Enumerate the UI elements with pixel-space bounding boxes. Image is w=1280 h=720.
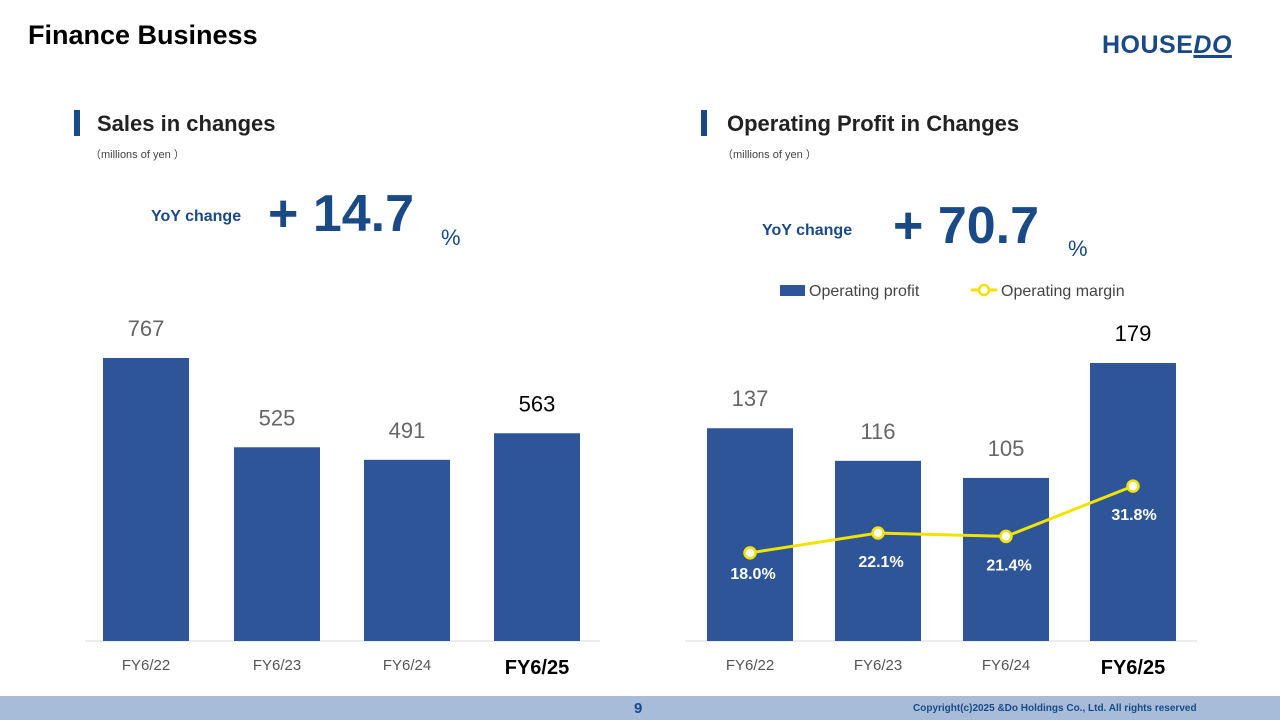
page-title: Finance Business: [28, 20, 258, 50]
sales-bar: [234, 447, 320, 641]
profit-bar: [1090, 363, 1176, 641]
profit-value-label: 179: [1115, 321, 1152, 346]
profit-category-label: FY6/23: [854, 657, 902, 674]
section-marker: [74, 110, 80, 136]
sales-value-label: 491: [389, 418, 426, 443]
legend-operating-margin: Operating margin: [1001, 283, 1125, 300]
section-marker: [701, 110, 707, 136]
page-number: 9: [634, 700, 643, 717]
profit-yoy-value: + 70.7: [893, 197, 1040, 255]
profit-unit: （millions of yen ）: [722, 149, 817, 161]
profit-value-label: 116: [860, 419, 895, 444]
margin-label: 18.0%: [730, 566, 775, 583]
sales-unit: （millions of yen ）: [90, 149, 185, 161]
sales-yoy-pct: %: [441, 225, 461, 250]
margin-label: 22.1%: [858, 554, 903, 571]
sales-category-label: FY6/23: [253, 657, 301, 674]
margin-line: [749, 484, 1134, 555]
legend-operating-profit: Operating profit: [809, 283, 920, 300]
sales-category-label: FY6/24: [383, 657, 431, 674]
sales-bar: [494, 433, 580, 641]
profit-value-label: 105: [988, 436, 1025, 461]
margin-label: 31.8%: [1111, 507, 1156, 524]
sales-category-label: FY6/25: [505, 657, 569, 679]
sales-value-label: 563: [519, 391, 556, 416]
housedo-logo: HOUSEDO: [1102, 31, 1232, 59]
profit-yoy-label: YoY change: [762, 222, 853, 239]
legend-marker: [977, 283, 991, 297]
profit-value-label: 137: [732, 386, 769, 411]
profit-category-label: FY6/24: [982, 657, 1030, 674]
sales-section-title: Sales in changes: [97, 111, 276, 136]
profit-yoy-pct: %: [1068, 236, 1088, 261]
copyright: Copyright(c)2025 &Do Holdings Co., Ltd. …: [913, 703, 1197, 714]
profit-category-label: FY6/22: [726, 657, 774, 674]
margin-point: [871, 526, 885, 540]
profit-section-title: Operating Profit in Changes: [727, 111, 1020, 136]
margin-point: [999, 529, 1013, 544]
profit-bar: [707, 428, 793, 641]
margin-point: [1126, 479, 1140, 493]
profit-bar: [835, 460, 921, 641]
sales-bar: [364, 459, 450, 641]
sales-value-label: 767: [128, 316, 165, 341]
sales-yoy-label: YoY change: [151, 208, 242, 225]
sales-category-label: FY6/22: [122, 657, 170, 674]
legend-swatch-operating-profit: [780, 285, 805, 296]
footer-bar: [0, 696, 1280, 720]
sales-yoy-value: + 14.7: [268, 185, 415, 243]
margin-label: 21.4%: [986, 557, 1031, 574]
sales-value-label: 525: [259, 405, 296, 430]
profit-bar: [963, 477, 1049, 641]
margin-point: [743, 546, 757, 560]
sales-bar: [103, 357, 189, 641]
profit-category-label: FY6/25: [1101, 657, 1165, 679]
